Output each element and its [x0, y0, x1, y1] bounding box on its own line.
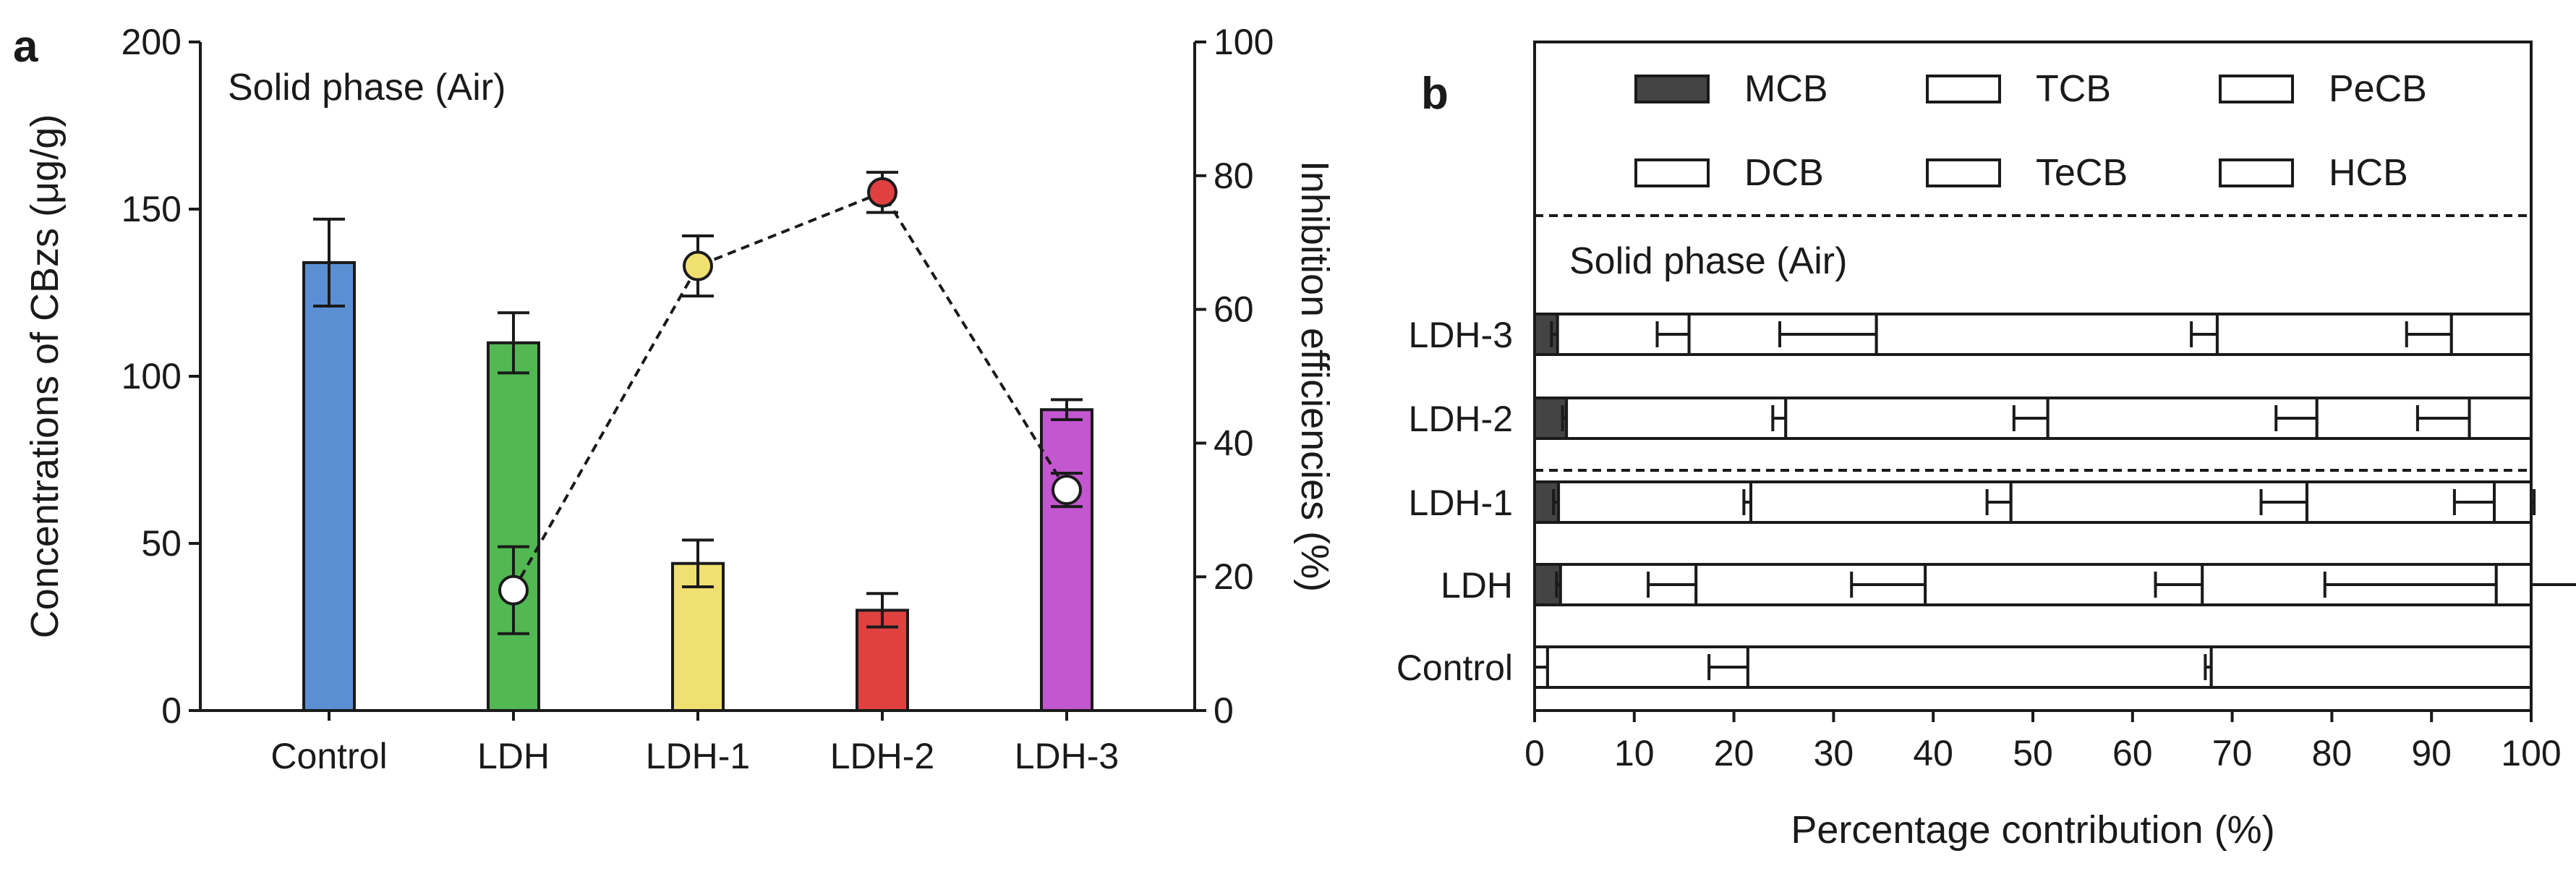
segment-dcb: [1565, 397, 1788, 440]
segment-hcb: [2493, 480, 2533, 524]
row-label: LDH: [1441, 565, 1513, 606]
legend-swatch-hcb: [2219, 158, 2294, 187]
x-tick-label: 50: [2013, 733, 2053, 773]
panel-a-y2-label: Inhibition efficiencies (%): [1293, 161, 1336, 592]
legend-label-hcb: HCB: [2329, 152, 2408, 194]
x-tick-label: LDH: [477, 736, 550, 776]
y-tick-label: 0: [161, 690, 182, 731]
segment-tecb: [2046, 397, 2319, 440]
x-tick-label: 100: [2501, 733, 2561, 773]
inhibition-point-ldh-1: [683, 250, 713, 281]
legend-swatch-mcb: [1634, 75, 1710, 103]
row-label: LDH-1: [1409, 483, 1513, 523]
bar-control: [302, 260, 356, 713]
inhibition-point-ldh-3: [1052, 475, 1082, 506]
segment-hcb: [2494, 563, 2533, 606]
row-label: LDH-3: [1409, 315, 1513, 355]
panel-b-inner-title: Solid phase (Air): [1569, 240, 1847, 282]
y-tick-label: 50: [141, 523, 182, 564]
segment-dcb: [1557, 480, 1753, 524]
x-tick-label: 0: [1524, 733, 1545, 773]
x-tick-label: 80: [2312, 733, 2353, 773]
segment-tcb: [1784, 397, 2050, 440]
segment-pecb: [1746, 645, 2213, 689]
panel-a: a Solid phase (Air) Concentrations of CB…: [13, 22, 1336, 776]
legend-swatch-tcb: [1926, 75, 2001, 103]
inhibition-line: [512, 190, 1068, 591]
y2-tick-label: 20: [1214, 556, 1254, 597]
x-tick-label: LDH-2: [830, 736, 934, 776]
bar-ldh-3: [1040, 408, 1093, 712]
bar-ldh: [487, 341, 540, 712]
y2-tick-label: 80: [1214, 156, 1254, 196]
legend-label-tcb: TCB: [2036, 68, 2111, 110]
row-label: LDH-2: [1409, 399, 1513, 439]
legend-label-pecb: PeCB: [2329, 68, 2427, 110]
x-tick-label: 60: [2112, 733, 2153, 773]
x-tick-label: Control: [270, 736, 387, 776]
segment-tecb: [2009, 480, 2308, 524]
segment-mcb: [1533, 563, 1562, 606]
segment-tecb: [1875, 313, 2219, 356]
x-tick-label: 30: [1814, 733, 1854, 773]
inhibition-point-ldh-2: [867, 177, 897, 208]
x-tick-label: LDH-1: [646, 736, 750, 776]
panel-b-x-label: Percentage contribution (%): [1791, 808, 2274, 852]
panel-a-inner-title: Solid phase (Air): [228, 67, 506, 109]
inhibition-point-ldh: [498, 575, 529, 606]
panel-a-label: a: [13, 22, 38, 72]
segment-hcb: [2209, 645, 2533, 689]
x-tick-label: 40: [1913, 733, 1953, 773]
segment-hcb: [2449, 313, 2533, 356]
legend-swatch-tecb: [1926, 158, 2001, 187]
x-tick-label: LDH-3: [1015, 736, 1119, 776]
x-tick-label: 90: [2411, 733, 2452, 773]
y-tick-label: 200: [121, 22, 182, 62]
y2-tick-label: 60: [1214, 289, 1254, 330]
x-tick-label: 70: [2212, 733, 2253, 773]
legend-label-mcb: MCB: [1744, 68, 1828, 110]
segment-hcb: [2468, 397, 2533, 440]
row-label: Control: [1396, 648, 1513, 688]
y2-tick-label: 100: [1214, 22, 1274, 62]
legend-label-tecb: TeCB: [2036, 152, 2128, 194]
legend-swatch-dcb: [1634, 158, 1710, 187]
y-tick-label: 100: [121, 356, 182, 397]
y-tick-label: 150: [121, 189, 182, 229]
y2-tick-label: 40: [1214, 423, 1254, 463]
y2-tick-label: 0: [1214, 690, 1234, 731]
panel-b: b Solid phase (Air) Percentage contribut…: [1396, 41, 2576, 852]
legend-swatch-pecb: [2219, 75, 2294, 103]
panel-b-frame: [1533, 41, 2533, 712]
segment-tcb: [1749, 480, 2013, 524]
legend-label-dcb: DCB: [1744, 152, 1824, 194]
panel-b-label: b: [1421, 69, 1449, 119]
x-tick-label: 10: [1614, 733, 1655, 773]
x-tick-label: 20: [1714, 733, 1754, 773]
panel-a-y-label: Concentrations of CBzs (μg/g): [23, 114, 67, 638]
